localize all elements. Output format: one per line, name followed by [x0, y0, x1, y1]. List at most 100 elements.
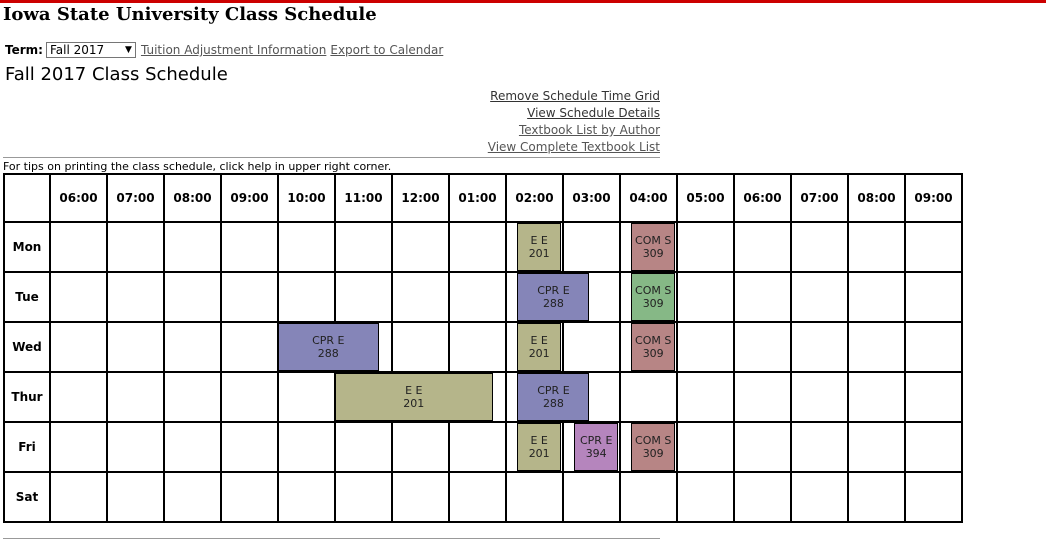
- time-slot: [106, 321, 165, 373]
- hour-header: 09:00: [220, 173, 279, 223]
- class-number: 288: [542, 397, 564, 410]
- time-slot: [448, 321, 507, 373]
- app-title: Iowa State University Class Schedule: [3, 4, 377, 25]
- time-slot: E E 201: [505, 421, 564, 473]
- day-row: Wed CPR E 288 E E 201 COM S 309: [3, 321, 963, 373]
- class-course: CPR E: [579, 434, 613, 447]
- hour-header: 07:00: [790, 173, 849, 223]
- hour-header: 04:00: [619, 173, 678, 223]
- day-row: Fri E E 201 CPR E 394 COM S 309: [3, 421, 963, 473]
- term-select[interactable]: Fall 2017 ▼: [45, 42, 136, 58]
- complete-textbook-list-link[interactable]: View Complete Textbook List: [487, 140, 660, 154]
- time-slot: [277, 421, 336, 473]
- class-number: 201: [528, 347, 550, 360]
- chevron-down-icon: ▼: [125, 45, 132, 55]
- printing-tips: For tips on printing the class schedule,…: [3, 160, 392, 173]
- class-course: COM S: [635, 434, 672, 447]
- class-course: COM S: [635, 334, 672, 347]
- class-number: 288: [317, 347, 339, 360]
- class-block[interactable]: E E 201: [517, 223, 561, 271]
- time-slot: [733, 471, 792, 523]
- hour-header: 03:00: [562, 173, 621, 223]
- class-number: 309: [642, 347, 664, 360]
- class-block[interactable]: CPR E 288: [517, 273, 590, 321]
- time-slot: [106, 221, 165, 273]
- hour-header: 07:00: [106, 173, 165, 223]
- hour-header: 01:00: [448, 173, 507, 223]
- time-slot: [790, 471, 849, 523]
- class-block[interactable]: E E 201: [517, 423, 561, 471]
- time-slot: [277, 221, 336, 273]
- time-slot: [676, 221, 735, 273]
- time-slot: [49, 221, 108, 273]
- class-block[interactable]: CPR E 394: [574, 423, 618, 471]
- term-row: Term: Fall 2017 ▼ Tuition Adjustment Inf…: [5, 41, 447, 59]
- class-block[interactable]: COM S 309: [631, 423, 675, 471]
- export-calendar-link[interactable]: Export to Calendar: [330, 43, 444, 57]
- class-block[interactable]: E E 201: [517, 323, 561, 371]
- time-slot: [163, 321, 222, 373]
- day-row: Sat: [3, 471, 963, 523]
- time-slot: [847, 471, 906, 523]
- top-accent-bar: [0, 0, 1046, 3]
- day-label: Fri: [3, 421, 51, 473]
- time-slot: [619, 371, 678, 423]
- remove-time-grid-link[interactable]: Remove Schedule Time Grid: [490, 89, 660, 103]
- class-block[interactable]: COM S 309: [631, 273, 675, 321]
- class-block[interactable]: COM S 309: [631, 223, 675, 271]
- time-slot: E E 201: [505, 321, 564, 373]
- time-slot: [790, 371, 849, 423]
- class-block[interactable]: COM S 309: [631, 323, 675, 371]
- time-slot: [733, 221, 792, 273]
- time-slot: [220, 221, 279, 273]
- class-block[interactable]: E E 201: [335, 373, 493, 421]
- day-row: Mon E E 201 COM S 309: [3, 221, 963, 273]
- time-slot: [676, 421, 735, 473]
- time-slot: [49, 421, 108, 473]
- time-slot: [733, 421, 792, 473]
- time-slot: [106, 271, 165, 323]
- day-label: Tue: [3, 271, 51, 323]
- time-slot: [220, 371, 279, 423]
- time-slot: [790, 421, 849, 473]
- time-slot: [790, 221, 849, 273]
- time-slot: [847, 221, 906, 273]
- day-label: Mon: [3, 221, 51, 273]
- time-slot: [49, 471, 108, 523]
- class-number: 201: [403, 397, 425, 410]
- class-course: CPR E: [537, 384, 570, 397]
- time-slot: [733, 321, 792, 373]
- hour-header: 08:00: [847, 173, 906, 223]
- time-slot: [562, 221, 621, 273]
- view-schedule-details-link[interactable]: View Schedule Details: [527, 106, 660, 120]
- time-slot: [448, 421, 507, 473]
- class-block[interactable]: CPR E 288: [278, 323, 379, 371]
- textbook-by-author-link[interactable]: Textbook List by Author: [518, 123, 660, 137]
- class-number: 201: [528, 247, 550, 260]
- hour-header: 09:00: [904, 173, 963, 223]
- time-slot: [106, 371, 165, 423]
- time-slot: CPR E 288: [505, 371, 590, 423]
- time-slot: [220, 421, 279, 473]
- time-slot: [334, 221, 393, 273]
- class-course: E E: [530, 334, 548, 347]
- time-slot: [277, 471, 336, 523]
- class-number: 309: [642, 297, 664, 310]
- tuition-adjustment-link[interactable]: Tuition Adjustment Information: [140, 43, 327, 57]
- time-slot: [505, 471, 564, 523]
- time-slot: CPR E 288: [505, 271, 590, 323]
- schedule-links: Remove Schedule Time Grid View Schedule …: [488, 88, 660, 156]
- class-block[interactable]: CPR E 288: [517, 373, 590, 421]
- time-slot: [847, 271, 906, 323]
- time-slot: [334, 421, 393, 473]
- time-slot: [163, 221, 222, 273]
- class-course: E E: [530, 434, 548, 447]
- time-slot: [676, 371, 735, 423]
- class-course: CPR E: [312, 334, 345, 347]
- time-slot: CPR E 288: [277, 321, 379, 373]
- time-slot: [391, 321, 450, 373]
- time-slot: [448, 271, 507, 323]
- time-slot: [277, 271, 336, 323]
- time-slot: [448, 221, 507, 273]
- time-slot: [847, 421, 906, 473]
